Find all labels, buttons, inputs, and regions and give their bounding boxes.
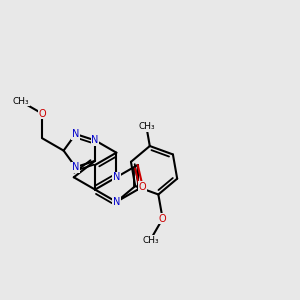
Text: CH₃: CH₃ <box>138 122 155 131</box>
Text: N: N <box>113 172 120 182</box>
Text: CH₃: CH₃ <box>13 97 29 106</box>
Text: N: N <box>113 197 120 207</box>
Text: N: N <box>72 129 79 139</box>
Text: O: O <box>159 214 167 224</box>
Text: N: N <box>72 162 79 172</box>
Text: CH₃: CH₃ <box>142 236 159 244</box>
Text: O: O <box>38 109 46 119</box>
Text: N: N <box>92 135 99 146</box>
Text: O: O <box>139 182 146 191</box>
